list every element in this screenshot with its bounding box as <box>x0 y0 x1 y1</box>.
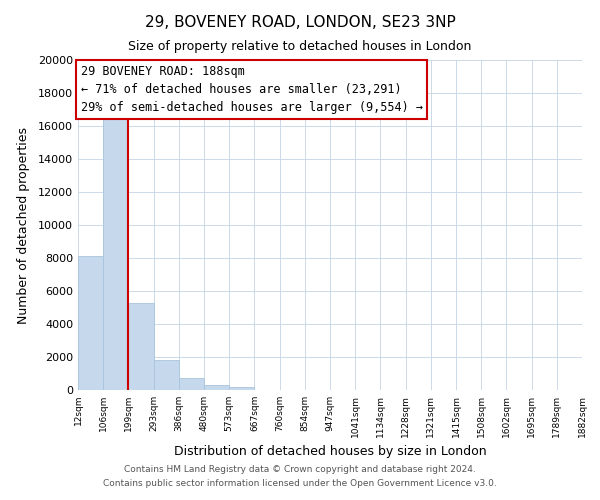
Bar <box>229 386 254 390</box>
Bar <box>204 385 229 390</box>
Bar <box>154 360 179 390</box>
Text: 29, BOVENEY ROAD, LONDON, SE23 3NP: 29, BOVENEY ROAD, LONDON, SE23 3NP <box>145 15 455 30</box>
Bar <box>78 256 103 390</box>
Text: 29 BOVENEY ROAD: 188sqm
← 71% of detached houses are smaller (23,291)
29% of sem: 29 BOVENEY ROAD: 188sqm ← 71% of detache… <box>80 65 422 114</box>
X-axis label: Distribution of detached houses by size in London: Distribution of detached houses by size … <box>173 446 487 458</box>
Bar <box>128 302 154 390</box>
Text: Size of property relative to detached houses in London: Size of property relative to detached ho… <box>128 40 472 53</box>
Bar <box>179 378 204 390</box>
Text: Contains HM Land Registry data © Crown copyright and database right 2024.
Contai: Contains HM Land Registry data © Crown c… <box>103 466 497 487</box>
Y-axis label: Number of detached properties: Number of detached properties <box>17 126 29 324</box>
Bar <box>103 118 128 390</box>
